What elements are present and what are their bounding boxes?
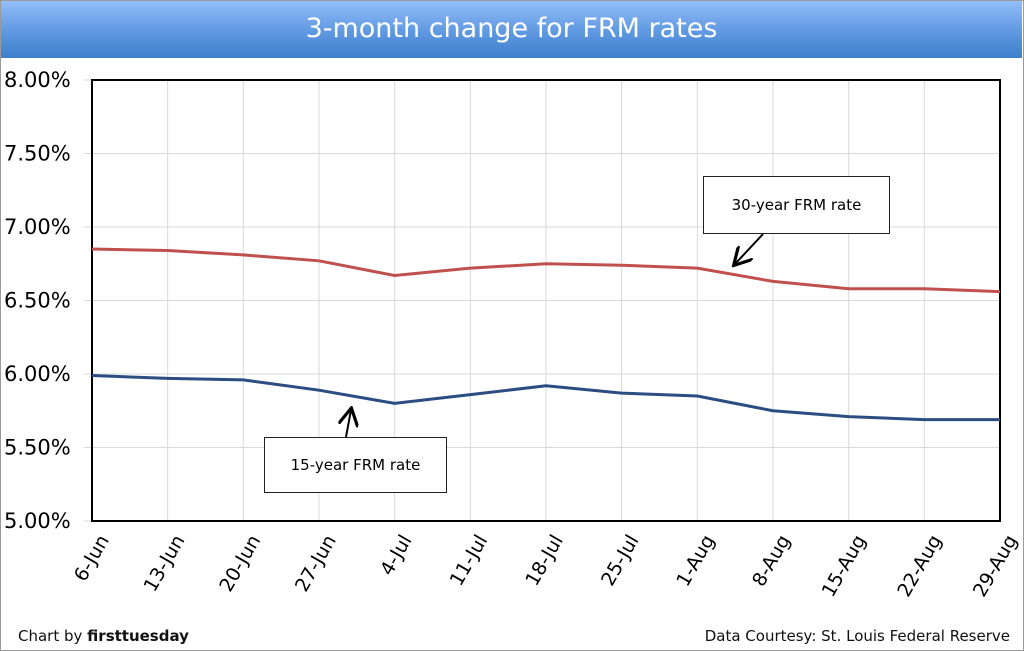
x-tick-label: 11-Jul — [446, 531, 493, 590]
x-tick-label: 18-Jul — [521, 531, 568, 590]
credit-prefix: Chart by — [18, 627, 83, 645]
plot-area-border — [91, 79, 1001, 522]
arrow-15-year — [346, 410, 351, 438]
x-tick-label: 29-Aug — [969, 531, 1022, 601]
y-tick-label: 8.00% — [4, 68, 71, 92]
x-tick-label: 22-Aug — [893, 531, 946, 601]
chart-credit: Chart by firsttuesday — [18, 627, 189, 645]
x-tick-label: 25-Jul — [597, 531, 644, 590]
callout-30-year: 30-year FRM rate — [703, 176, 890, 234]
x-tick-label: 1-Aug — [672, 531, 719, 590]
x-tick-label: 4-Jul — [376, 531, 417, 579]
x-tick-label: 27-Jun — [291, 531, 341, 596]
y-tick-label: 6.00% — [4, 362, 71, 386]
x-tick-label: 6-Jun — [70, 531, 114, 585]
y-tick-label: 5.00% — [4, 509, 71, 533]
y-tick-label: 7.00% — [4, 215, 71, 239]
y-tick-label: 6.50% — [4, 289, 71, 313]
x-tick-label: 8-Aug — [748, 531, 795, 590]
x-tick-label: 20-Jun — [215, 531, 265, 596]
x-tick-label: 13-Jun — [140, 531, 190, 596]
data-source: Data Courtesy: St. Louis Federal Reserve — [704, 627, 1010, 645]
arrow-30-year — [735, 233, 764, 264]
callout-15-year: 15-year FRM rate — [264, 437, 447, 493]
x-tick-label: 15-Aug — [818, 531, 871, 601]
chart-title: 3-month change for FRM rates — [1, 1, 1022, 58]
credit-brand: firsttuesday — [87, 627, 189, 645]
y-tick-label: 7.50% — [4, 142, 71, 166]
y-tick-label: 5.50% — [4, 436, 71, 460]
